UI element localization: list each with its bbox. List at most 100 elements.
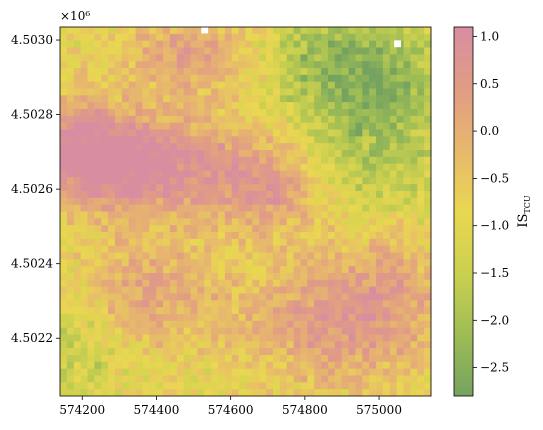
heatmap-cell: [121, 375, 130, 383]
heatmap-cell: [424, 314, 432, 322]
heatmap-cell: [293, 177, 301, 185]
heatmap-cell: [417, 300, 425, 308]
heatmap-cell: [279, 341, 288, 349]
heatmap-cell: [369, 102, 377, 110]
heatmap-cell: [204, 129, 212, 137]
heatmap-cell: [238, 218, 246, 226]
heatmap-cell: [176, 204, 185, 212]
heatmap-cell: [80, 129, 88, 137]
heatmap-cell: [101, 355, 109, 363]
heatmap-cell: [176, 232, 185, 240]
heatmap-cell: [218, 389, 226, 397]
heatmap-cell: [190, 382, 198, 390]
heatmap-cell: [190, 170, 198, 178]
heatmap-cell: [73, 245, 82, 253]
heatmap-cell: [169, 88, 178, 96]
heatmap-cell: [94, 266, 102, 274]
heatmap-cell: [410, 307, 418, 315]
heatmap-cell: [190, 115, 198, 124]
heatmap-cell: [156, 348, 164, 356]
heatmap-cell: [114, 81, 123, 89]
heatmap-cell: [238, 259, 246, 267]
heatmap-cell: [135, 129, 143, 137]
heatmap-cell: [128, 184, 136, 192]
heatmap-cell: [321, 232, 329, 240]
heatmap-cell: [197, 163, 205, 171]
heatmap-cell: [272, 163, 281, 171]
heatmap-cell: [87, 252, 95, 260]
heatmap-cell: [341, 184, 349, 192]
heatmap-cell: [238, 293, 246, 301]
heatmap-cell: [272, 156, 281, 165]
heatmap-cell: [369, 245, 377, 253]
heatmap-cell: [197, 204, 205, 212]
heatmap-cell: [94, 218, 102, 226]
heatmap-cell: [300, 40, 308, 48]
heatmap-cell: [87, 361, 95, 370]
heatmap-cell: [73, 252, 82, 260]
heatmap-cell: [321, 314, 329, 322]
heatmap-cell: [190, 81, 198, 89]
heatmap-cell: [300, 348, 308, 356]
heatmap-cell: [190, 232, 198, 240]
heatmap-cell: [156, 245, 164, 253]
heatmap-cell: [252, 33, 260, 42]
heatmap-cell: [101, 109, 109, 117]
heatmap-cell: [238, 54, 246, 62]
heatmap-cell: [272, 368, 281, 376]
heatmap-cell: [128, 211, 136, 219]
heatmap-cell: [211, 150, 219, 158]
heatmap-cell: [376, 314, 384, 322]
heatmap-cell: [101, 88, 109, 96]
heatmap-cell: [272, 252, 281, 260]
heatmap-cell: [204, 61, 212, 69]
heatmap-cell: [362, 348, 370, 356]
heatmap-cell: [307, 266, 315, 274]
heatmap-cell: [87, 211, 95, 219]
heatmap-cell: [279, 136, 288, 144]
heatmap-cell: [252, 68, 260, 76]
heatmap-cell: [382, 279, 391, 288]
heatmap-cell: [87, 238, 95, 247]
heatmap-cell: [341, 320, 349, 329]
heatmap-cell: [101, 143, 109, 151]
heatmap-cell: [266, 197, 274, 206]
heatmap-cell: [231, 327, 240, 335]
heatmap-cell: [169, 40, 178, 48]
heatmap-cell: [94, 245, 102, 253]
heatmap-cell: [348, 184, 356, 192]
heatmap-cell: [321, 27, 329, 35]
heatmap-cell: [396, 129, 404, 137]
heatmap-cell: [252, 320, 260, 329]
heatmap-cell: [396, 170, 404, 178]
heatmap-cell: [369, 279, 377, 288]
heatmap-cell: [382, 204, 391, 212]
heatmap-cell: [369, 218, 377, 226]
heatmap-cell: [286, 109, 294, 117]
heatmap-cell: [163, 81, 171, 89]
heatmap-cell: [376, 191, 384, 199]
heatmap-cell: [341, 47, 349, 55]
heatmap-cell: [410, 68, 418, 76]
heatmap-cell: [135, 279, 143, 288]
heatmap-cell: [149, 170, 157, 178]
heatmap-cell: [286, 225, 294, 233]
heatmap-cell: [376, 218, 384, 226]
heatmap-cell: [293, 95, 301, 103]
heatmap-cell: [389, 27, 398, 35]
heatmap-cell: [224, 81, 233, 89]
heatmap-cell: [327, 314, 336, 322]
heatmap-cell: [403, 355, 411, 363]
heatmap-cell: [279, 273, 288, 281]
heatmap-cell: [60, 184, 68, 192]
heatmap-cell: [417, 293, 425, 301]
heatmap-cell: [176, 88, 185, 96]
heatmap-cell: [211, 27, 219, 35]
heatmap-cell: [293, 74, 301, 83]
heatmap-cell: [286, 300, 294, 308]
heatmap-cell: [190, 300, 198, 308]
heatmap-cell: [410, 197, 418, 206]
heatmap-cell: [327, 238, 336, 247]
heatmap-cell: [156, 109, 164, 117]
heatmap-cell: [211, 341, 219, 349]
